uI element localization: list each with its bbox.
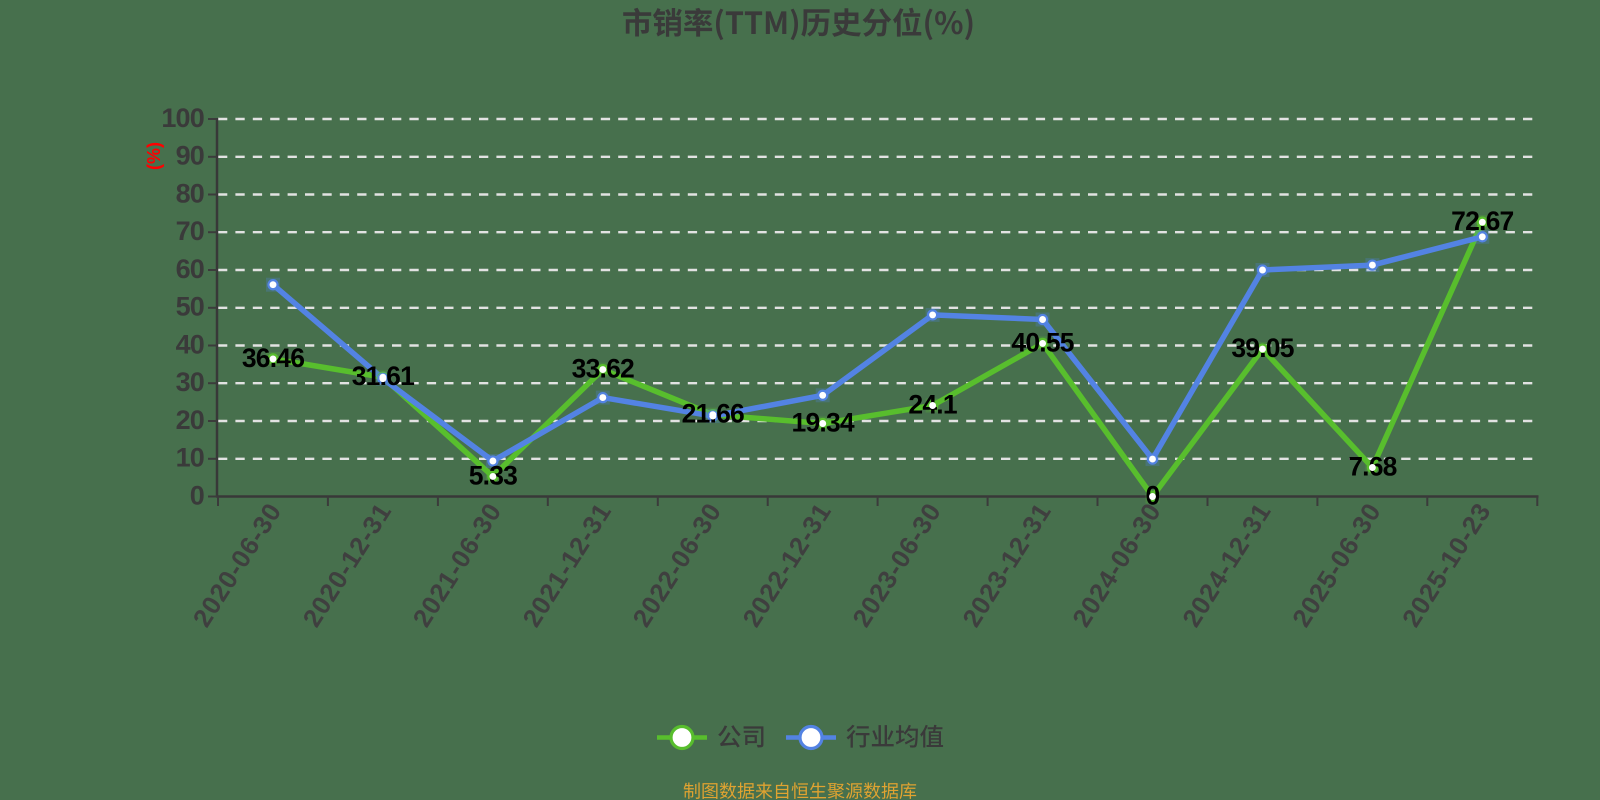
svg-text:30: 30 — [176, 367, 204, 397]
svg-text:(%): (%) — [144, 142, 164, 170]
svg-text:80: 80 — [176, 178, 204, 208]
svg-text:50: 50 — [176, 292, 204, 322]
svg-text:10: 10 — [176, 443, 204, 473]
svg-text:90: 90 — [176, 141, 204, 171]
svg-text:70: 70 — [176, 216, 204, 246]
svg-text:20: 20 — [176, 405, 204, 435]
svg-text:60: 60 — [176, 254, 204, 284]
svg-text:100: 100 — [161, 103, 204, 133]
svg-text:0: 0 — [190, 480, 204, 510]
svg-text:40: 40 — [176, 329, 204, 359]
